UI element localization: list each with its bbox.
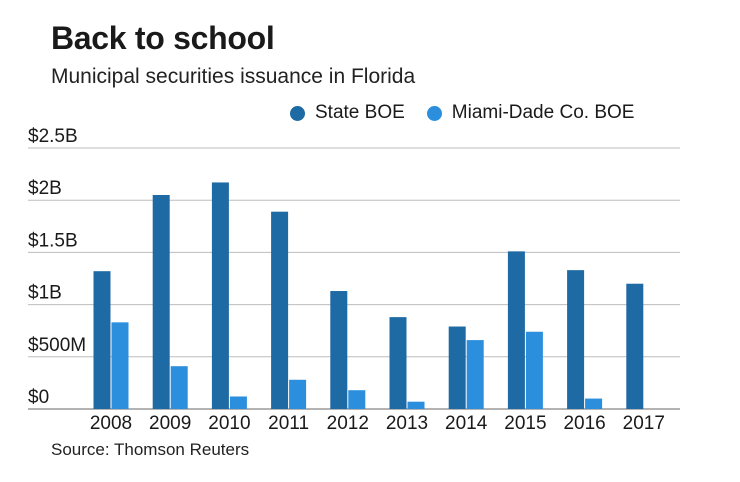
bar-miami-dade-boe-2013 bbox=[407, 401, 425, 409]
x-tick-label: 2017 bbox=[623, 413, 665, 434]
bar-miami-dade-boe-2014 bbox=[466, 340, 484, 409]
y-tick-label: $1.5B bbox=[28, 230, 78, 251]
bar-state-boe-2016 bbox=[567, 270, 585, 409]
bar-state-boe-2008 bbox=[93, 271, 111, 409]
y-tick-label: $2.5B bbox=[28, 126, 78, 147]
bar-miami-dade-boe-2015 bbox=[525, 331, 543, 409]
bar-miami-dade-boe-2010 bbox=[229, 396, 247, 409]
bar-state-boe-2012 bbox=[330, 291, 348, 409]
x-tick-label: 2010 bbox=[208, 413, 250, 434]
x-tick-label: 2016 bbox=[563, 413, 605, 434]
bars bbox=[93, 182, 644, 409]
x-tick-label: 2009 bbox=[149, 413, 191, 434]
bar-state-boe-2015 bbox=[507, 251, 525, 409]
bar-miami-dade-boe-2012 bbox=[348, 390, 366, 409]
legend-label-state-boe: State BOE bbox=[315, 102, 405, 123]
x-tick-label: 2013 bbox=[386, 413, 428, 434]
y-tick-label: $1B bbox=[28, 283, 62, 304]
x-tick-label: 2008 bbox=[90, 413, 132, 434]
axis-labels: $0 $500M $1B $1.5B $2B $2.5B 2008 2009 2010 2011 2… bbox=[28, 126, 665, 434]
source-note: Source: Thomson Reuters bbox=[51, 440, 250, 459]
x-tick-label: 2015 bbox=[504, 413, 546, 434]
legend-swatch-miami-dade-boe bbox=[426, 105, 442, 121]
x-tick-label: 2014 bbox=[445, 413, 488, 434]
legend-item-miami-dade-boe: Miami-Dade Co. BOE bbox=[426, 102, 635, 124]
bar-state-boe-2011 bbox=[271, 211, 289, 409]
legend: State BOE Miami-Dade Co. BOE bbox=[290, 102, 634, 124]
bar-state-boe-2014 bbox=[448, 326, 466, 409]
legend-swatch-state-boe bbox=[290, 105, 305, 121]
bar-state-boe-2013 bbox=[389, 317, 407, 409]
bar-miami-dade-boe-2011 bbox=[289, 379, 307, 409]
y-tick-label: $500M bbox=[28, 335, 86, 356]
x-tick-label: 2011 bbox=[268, 413, 309, 434]
legend-label-miami-dade-boe: Miami-Dade Co. BOE bbox=[451, 102, 635, 123]
bar-state-boe-2009 bbox=[152, 194, 170, 409]
chart-title: Back to school bbox=[51, 20, 275, 56]
bar-state-boe-2010 bbox=[211, 182, 229, 409]
bar-state-boe-2017 bbox=[626, 283, 644, 409]
y-tick-label: $0 bbox=[28, 387, 49, 408]
bar-miami-dade-boe-2009 bbox=[170, 366, 188, 409]
bar-miami-dade-boe-2008 bbox=[111, 322, 129, 409]
bar-miami-dade-boe-2016 bbox=[585, 398, 603, 409]
x-tick-label: 2012 bbox=[327, 413, 369, 434]
chart-subtitle: Municipal securities issuance in Florida bbox=[51, 65, 416, 88]
y-tick-label: $2B bbox=[28, 178, 62, 199]
legend-item-state-boe: State BOE bbox=[290, 102, 405, 124]
